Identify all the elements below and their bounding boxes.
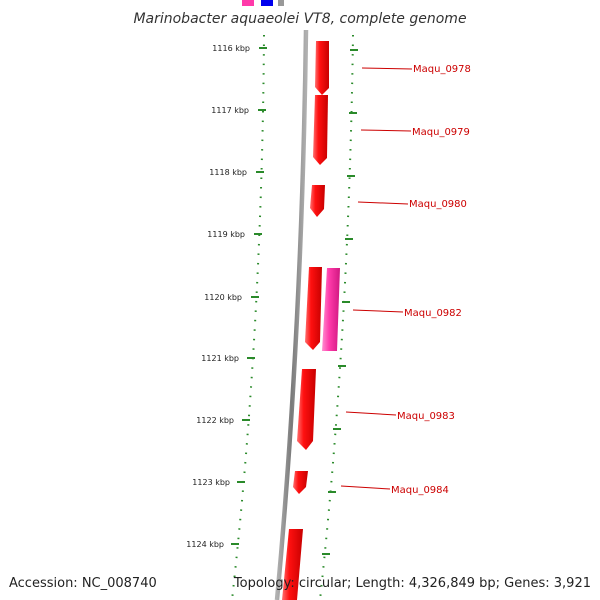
kbp-tick: 1123 kbp — [192, 478, 245, 487]
gene-feature[interactable] — [293, 471, 308, 494]
top-feature-grey — [278, 0, 284, 6]
kbp-tick-label: 1124 kbp — [186, 540, 224, 549]
gene-label[interactable]: Maqu_0980 — [409, 199, 467, 210]
map-title: Marinobacter aquaeolei VT8, complete gen… — [133, 11, 466, 27]
gene-feature[interactable] — [313, 95, 328, 165]
accession-text: Accession: NC_008740 — [9, 576, 157, 591]
gene-label[interactable]: Maqu_0983 — [397, 411, 455, 422]
kbp-tick-label: 1123 kbp — [192, 478, 230, 487]
inner-scale-ring — [231, 34, 265, 600]
gene-label[interactable]: Maqu_0979 — [412, 127, 470, 138]
genome-backbone — [274, 29, 309, 600]
kbp-tick: 1119 kbp — [207, 230, 262, 239]
gene-feature[interactable] — [310, 185, 325, 217]
gene-label-group[interactable]: Maqu_0984 — [340, 485, 449, 496]
gene-feature-pink[interactable] — [322, 268, 340, 351]
kbp-tick-label: 1120 kbp — [204, 293, 242, 302]
kbp-tick-label: 1116 kbp — [212, 44, 250, 53]
gene-label-group[interactable]: Maqu_0983 — [345, 411, 455, 422]
kbp-tick-label: 1118 kbp — [209, 168, 247, 177]
gene-label[interactable]: Maqu_0978 — [413, 64, 471, 75]
kbp-tick: 1121 kbp — [201, 354, 255, 363]
kbp-tick-label: 1117 kbp — [211, 106, 249, 115]
gene-feature[interactable] — [297, 369, 316, 450]
kbp-tick: 1124 kbp — [186, 540, 239, 549]
kbp-tick-label: 1121 kbp — [201, 354, 239, 363]
kbp-tick: 1118 kbp — [209, 168, 264, 177]
gene-label[interactable]: Maqu_0984 — [391, 485, 449, 496]
kbp-tick-label: 1119 kbp — [207, 230, 245, 239]
gene-label-group[interactable]: Maqu_0980 — [357, 199, 467, 210]
kbp-tick: 1122 kbp — [196, 416, 250, 425]
gene-feature[interactable] — [282, 529, 303, 600]
kbp-tick: 1120 kbp — [204, 293, 259, 302]
gene-label[interactable]: Maqu_0982 — [404, 308, 462, 319]
kbp-tick-label: 1122 kbp — [196, 416, 234, 425]
gene-feature[interactable] — [315, 41, 329, 95]
outer-ring-ticks — [322, 49, 358, 555]
top-feature-blue — [261, 0, 273, 6]
gene-label-group[interactable]: Maqu_0982 — [352, 308, 462, 319]
gene-label-group[interactable]: Maqu_0979 — [360, 127, 470, 138]
gene-label-group[interactable]: Maqu_0978 — [361, 64, 471, 75]
kbp-tick: 1116 kbp — [212, 44, 267, 53]
kbp-tick: 1117 kbp — [211, 106, 266, 115]
genome-summary-text: Topology: circular; Length: 4,326,849 bp… — [233, 576, 591, 591]
top-feature-pink — [242, 0, 254, 6]
gene-feature[interactable] — [305, 267, 322, 350]
